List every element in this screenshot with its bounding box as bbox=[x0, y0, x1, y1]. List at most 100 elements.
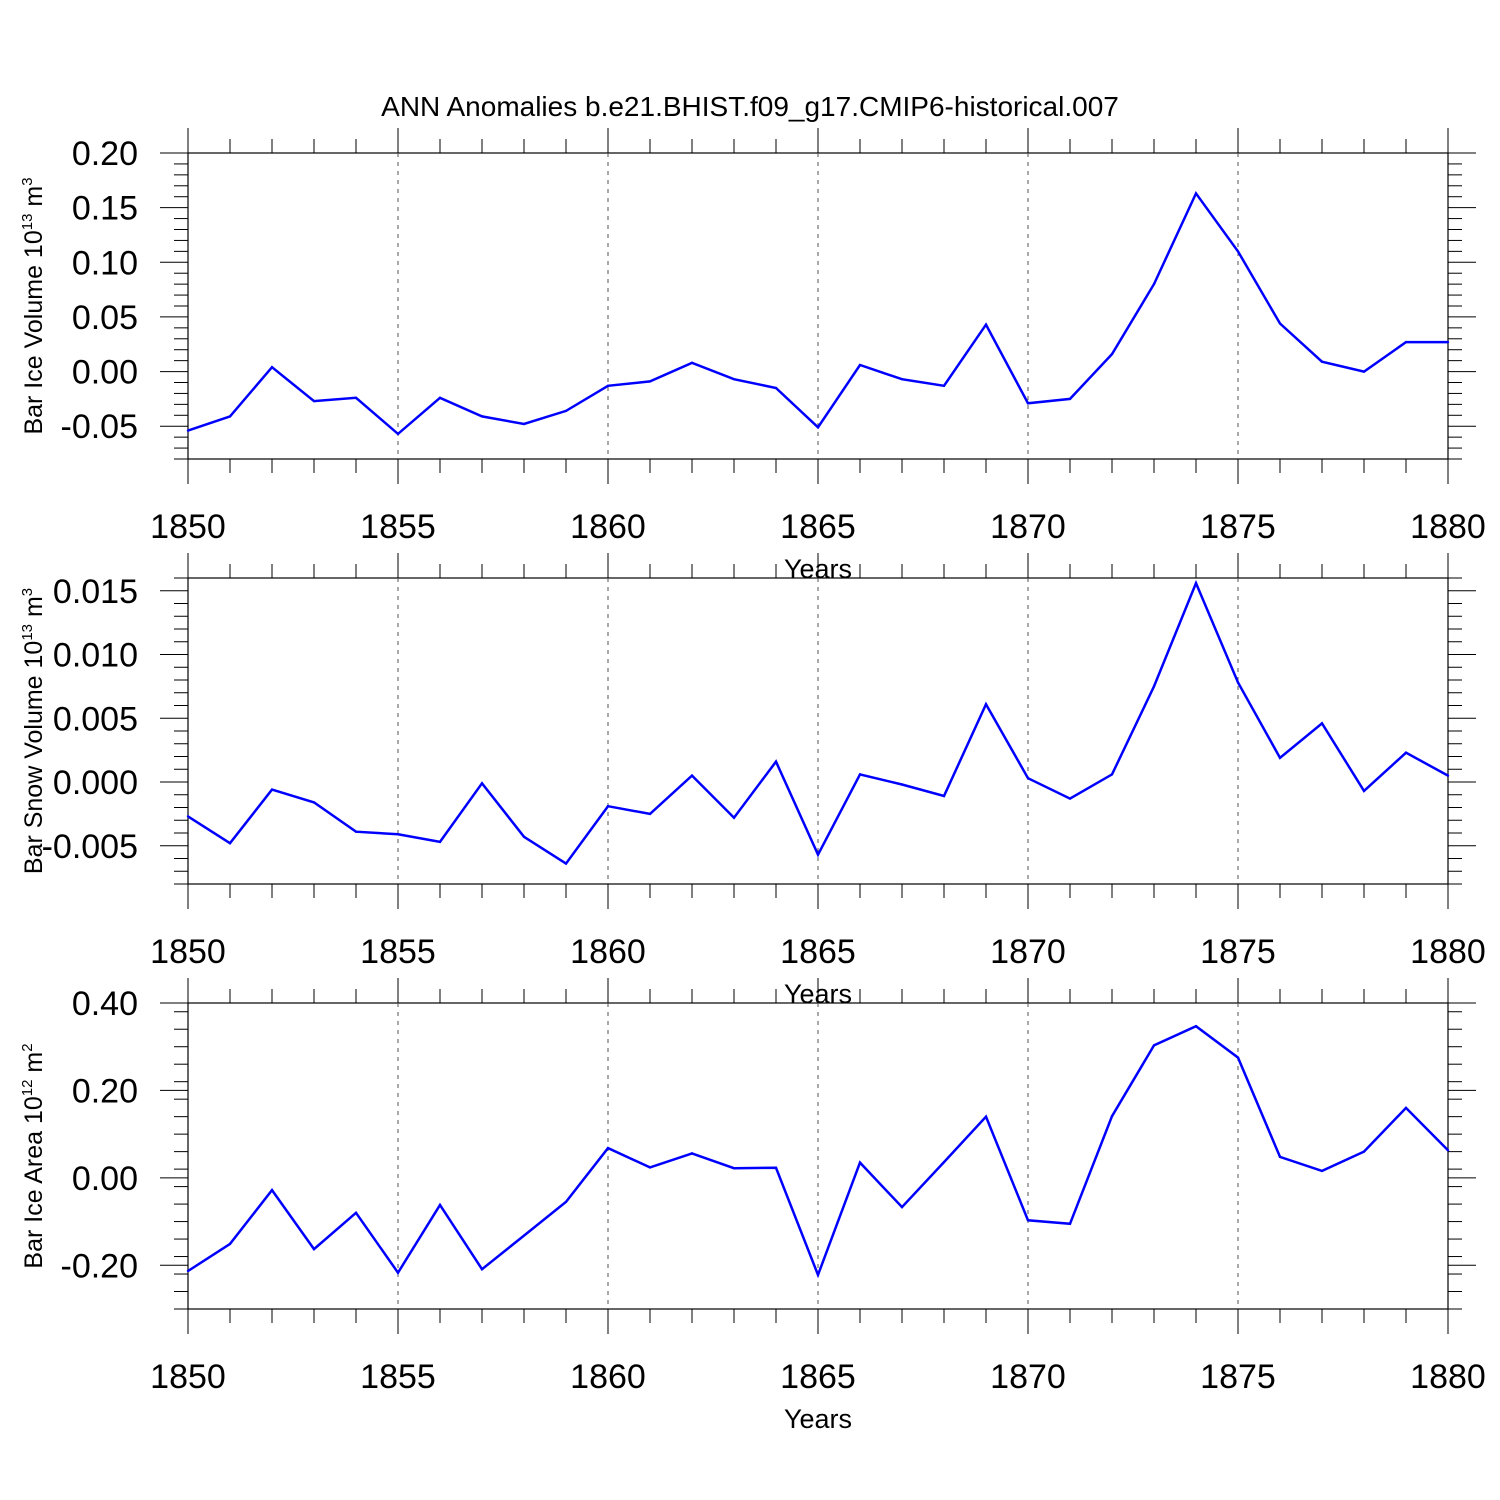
y-axis-title-text: Bar Ice Volume 10 bbox=[20, 230, 48, 434]
data-point bbox=[1362, 789, 1366, 793]
data-point bbox=[858, 363, 862, 367]
data-point bbox=[1362, 370, 1366, 373]
data-point bbox=[1236, 250, 1240, 253]
data-point bbox=[186, 429, 190, 432]
data-point bbox=[984, 323, 988, 326]
y-axis-title: Bar Snow Volume 1013 m3 bbox=[19, 588, 48, 874]
data-point bbox=[1152, 685, 1156, 688]
data-point bbox=[984, 1115, 988, 1118]
panel-2: 1850 1855 1860 1865 1870 1875 1880Years0.0150.… bbox=[19, 553, 1486, 1009]
x-tick-label: 1855 bbox=[360, 1358, 436, 1396]
x-tick-label: 1860 bbox=[570, 1358, 646, 1396]
data-point bbox=[312, 801, 316, 804]
data-point bbox=[648, 380, 652, 383]
data-point bbox=[438, 1203, 442, 1207]
data-point bbox=[312, 1247, 316, 1251]
y-axis-title-unit: m bbox=[20, 1052, 48, 1080]
y-axis-title-unit: m bbox=[20, 186, 48, 214]
data-point bbox=[564, 1200, 568, 1204]
data-point bbox=[1152, 1044, 1156, 1047]
y-tick-label: 0.05 bbox=[72, 299, 138, 337]
data-point bbox=[1446, 340, 1450, 344]
data-point bbox=[648, 1166, 652, 1169]
x-tick-label: 1875 bbox=[1200, 508, 1276, 546]
y-axis-title-unit-exp: 3 bbox=[19, 177, 36, 185]
x-tick-label: 1880 bbox=[1410, 1358, 1486, 1396]
data-point bbox=[1068, 397, 1072, 401]
data-point bbox=[1404, 340, 1408, 344]
data-point bbox=[1236, 1056, 1240, 1059]
data-point bbox=[480, 1268, 484, 1271]
data-point bbox=[732, 1167, 736, 1170]
data-point bbox=[732, 378, 736, 381]
data-point bbox=[690, 1152, 694, 1155]
data-point bbox=[1110, 352, 1114, 356]
data-point bbox=[732, 816, 736, 819]
data-point bbox=[354, 830, 358, 833]
x-tick-label: 1880 bbox=[1410, 933, 1486, 971]
data-point bbox=[1152, 282, 1156, 286]
y-tick-label: 0.00 bbox=[72, 354, 138, 392]
data-point bbox=[1026, 1219, 1030, 1222]
y-axis-title-text: Bar Ice Area 10 bbox=[20, 1096, 48, 1268]
data-point bbox=[774, 760, 778, 763]
y-axis-title-text: Bar Snow Volume 10 bbox=[20, 641, 48, 874]
y-axis-title-unit-exp: 2 bbox=[19, 1043, 36, 1051]
data-point bbox=[354, 396, 358, 399]
chart-panels: 1850 1855 1860 1865 1870 1875 1880 Years 0.20 0.1… bbox=[19, 128, 1486, 1434]
y-tick-label: -0.05 bbox=[61, 408, 139, 446]
x-tick-label: 1865 bbox=[780, 1358, 856, 1396]
data-point bbox=[1068, 1222, 1072, 1225]
data-point bbox=[1026, 776, 1030, 780]
data-point bbox=[1278, 756, 1282, 759]
data-point bbox=[438, 396, 442, 399]
data-point bbox=[354, 1211, 358, 1215]
data-point bbox=[816, 426, 820, 429]
data-point bbox=[438, 840, 442, 844]
data-point bbox=[1278, 1155, 1282, 1159]
data-point bbox=[1026, 402, 1030, 405]
y-tick-label: 0.005 bbox=[53, 700, 138, 738]
data-point bbox=[1320, 722, 1324, 725]
data-point bbox=[984, 703, 988, 706]
x-tick-label: 1875 bbox=[1200, 1358, 1276, 1396]
data-point bbox=[564, 409, 568, 413]
x-tick-label: 1860 bbox=[570, 933, 646, 971]
data-point bbox=[228, 415, 232, 418]
y-axis-title-unit: m bbox=[20, 596, 48, 624]
data-point bbox=[606, 384, 610, 387]
data-point bbox=[564, 862, 568, 865]
y-axis-title-unit-exp: 3 bbox=[19, 588, 36, 596]
data-point bbox=[900, 378, 904, 381]
y-tick-label: 0.20 bbox=[72, 135, 138, 173]
x-tick-label: 1880 bbox=[1410, 508, 1486, 546]
data-point bbox=[816, 853, 820, 856]
x-tick-label: 1850 bbox=[150, 1358, 226, 1396]
y-tick-label: -0.005 bbox=[42, 828, 138, 866]
data-point bbox=[690, 361, 694, 365]
y-tick-label: 0.010 bbox=[53, 637, 138, 675]
x-tick-label: 1870 bbox=[990, 933, 1066, 971]
data-point bbox=[942, 384, 946, 387]
data-point bbox=[690, 774, 694, 777]
x-tick-label: 1865 bbox=[780, 933, 856, 971]
data-point bbox=[858, 1161, 862, 1164]
y-tick-label: 0.000 bbox=[53, 764, 138, 802]
data-point bbox=[816, 1273, 820, 1277]
data-point bbox=[1068, 797, 1072, 800]
data-point bbox=[900, 783, 904, 786]
data-point bbox=[270, 366, 274, 369]
y-tick-label: 0.015 bbox=[53, 573, 138, 611]
y-tick-label: 0.10 bbox=[72, 244, 138, 282]
data-point bbox=[1446, 774, 1450, 777]
data-point bbox=[858, 773, 862, 776]
data-point bbox=[1446, 1149, 1450, 1152]
data-point bbox=[480, 415, 484, 418]
data-point bbox=[774, 1166, 778, 1170]
x-tick-label: 1865 bbox=[780, 508, 856, 546]
data-point bbox=[606, 1146, 610, 1150]
data-point bbox=[228, 842, 232, 845]
data-point bbox=[1278, 322, 1282, 325]
y-axis-title-exp: 13 bbox=[19, 624, 36, 641]
data-point bbox=[774, 386, 778, 390]
